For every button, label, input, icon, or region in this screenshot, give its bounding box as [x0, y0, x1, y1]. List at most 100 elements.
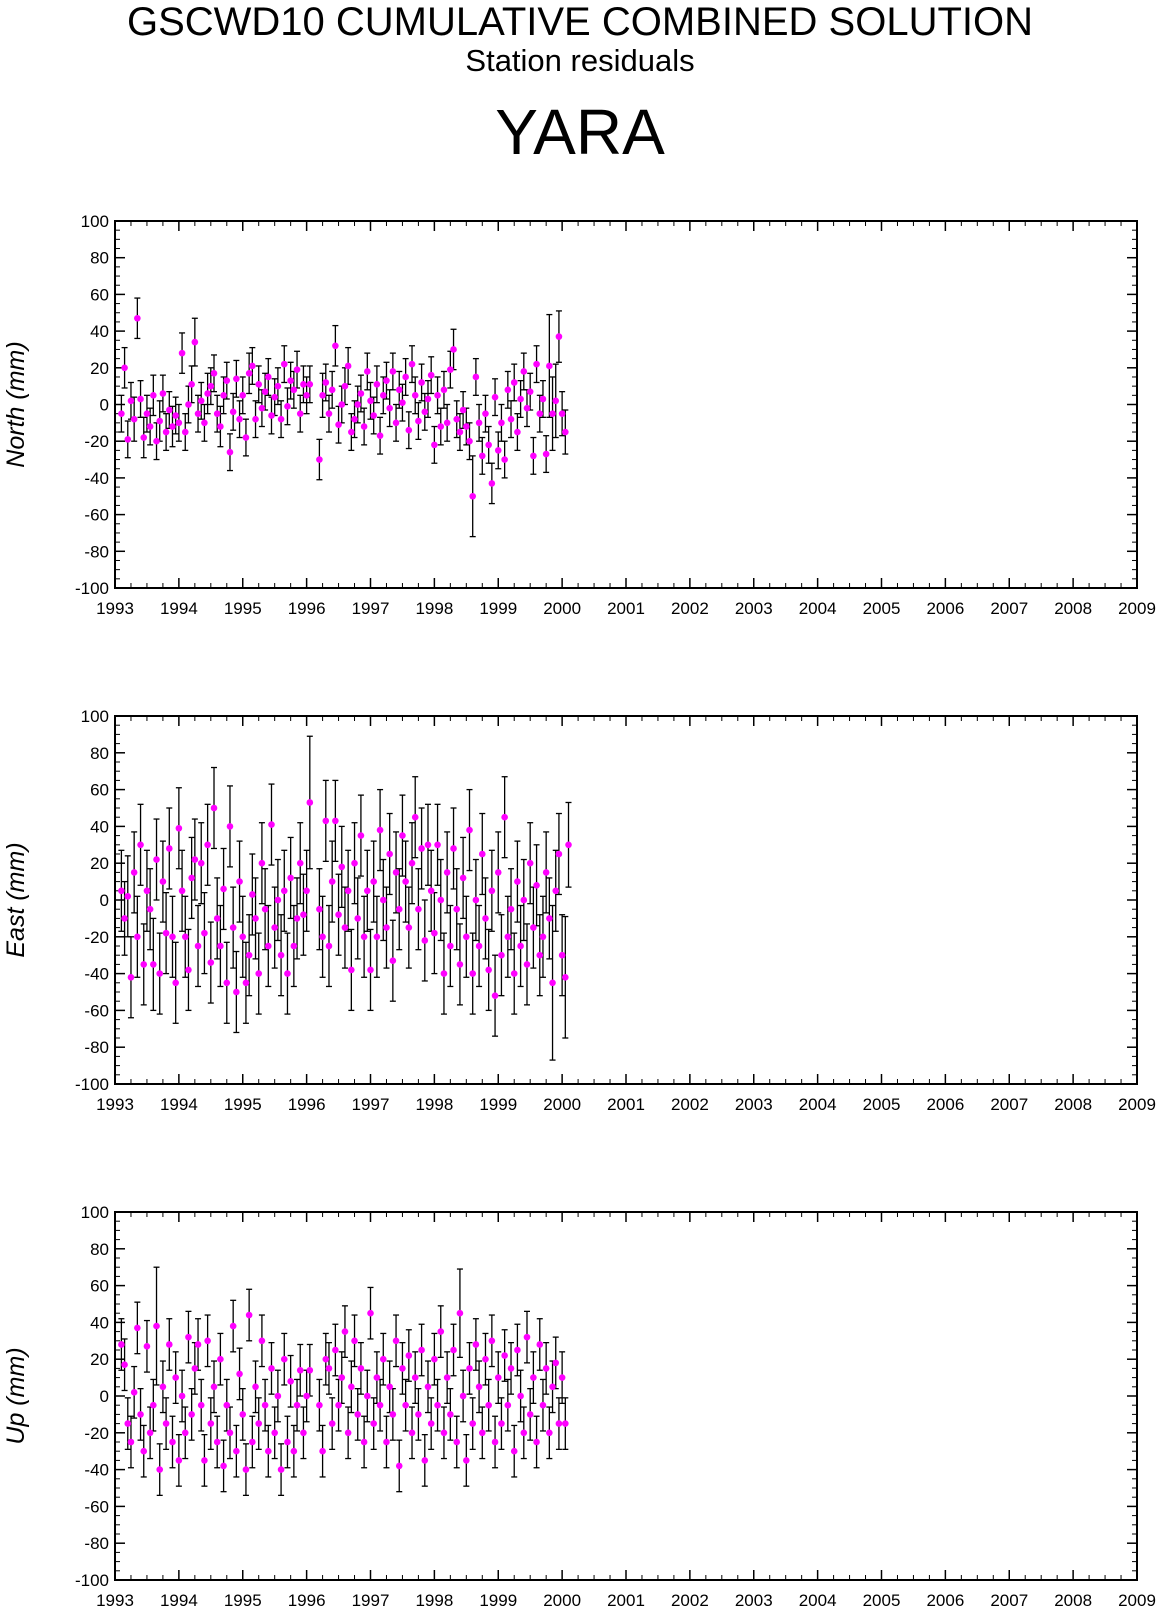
data-point [431, 441, 438, 449]
x-tick-label: 2000 [543, 1591, 581, 1610]
data-point [526, 388, 534, 395]
data-point [562, 973, 569, 981]
data-point [213, 1438, 221, 1446]
data-point [156, 417, 164, 425]
data-point [447, 1411, 454, 1418]
data-point [201, 1457, 208, 1464]
x-tick-label: 1999 [479, 1591, 517, 1610]
data-point [520, 896, 528, 904]
data-point [134, 314, 141, 322]
data-point [233, 375, 240, 383]
east-plot-frame [114, 715, 1138, 1085]
data-point [249, 1438, 256, 1446]
data-point [287, 874, 294, 882]
data-point [338, 401, 346, 408]
data-point [440, 1429, 448, 1437]
data-point [332, 817, 339, 825]
data-point [284, 403, 291, 410]
data-point [328, 878, 336, 885]
data-point [491, 393, 499, 401]
data-point [517, 1392, 524, 1400]
data-point [124, 436, 132, 443]
data-point [134, 933, 141, 941]
x-tick-label: 1993 [96, 1591, 134, 1610]
y-tick-label: 60 [90, 285, 109, 304]
data-point [411, 813, 419, 821]
x-tick-label: 1999 [479, 1095, 517, 1114]
data-point [459, 1392, 467, 1400]
data-point [434, 1401, 441, 1409]
data-point [316, 905, 323, 913]
data-point [395, 1462, 403, 1470]
y-tick-label: -40 [84, 1461, 109, 1480]
data-point [475, 942, 483, 950]
data-point [197, 1401, 205, 1409]
data-point [488, 1337, 496, 1345]
data-point [271, 924, 278, 931]
data-point [290, 1447, 298, 1455]
x-tick-label: 1994 [160, 599, 198, 618]
data-point [478, 850, 486, 858]
data-point [258, 859, 266, 867]
data-point [300, 1429, 307, 1437]
up-panel: 1993 1994 1995 1996 1997 1998 1999 2000 2001 2002… [2, 1203, 1156, 1610]
data-point [121, 915, 128, 922]
y-tick-label: -60 [84, 1497, 109, 1516]
data-point [431, 929, 438, 937]
data-point [341, 382, 349, 390]
data-point [443, 1374, 451, 1381]
data-point [306, 1366, 314, 1374]
data-point [172, 412, 179, 419]
data-point [229, 408, 237, 416]
data-point [188, 874, 195, 882]
data-point [437, 1328, 445, 1335]
data-point [469, 970, 477, 977]
data-point [140, 434, 148, 441]
data-point [399, 832, 406, 839]
data-point [466, 437, 473, 445]
data-point [482, 915, 489, 922]
data-point [274, 1392, 282, 1400]
data-point [233, 988, 240, 996]
data-point [482, 1355, 489, 1363]
data-point [472, 373, 480, 381]
data-point [344, 362, 352, 370]
data-point [415, 417, 422, 425]
data-point [530, 924, 537, 931]
data-point [514, 1346, 521, 1354]
data-point [236, 878, 243, 885]
data-point [175, 1457, 183, 1464]
x-tick-label: 1995 [224, 599, 262, 618]
data-point [447, 366, 454, 373]
x-tick-label: 2005 [863, 1095, 901, 1114]
x-tick-label: 2007 [990, 1095, 1028, 1114]
data-point [210, 1383, 218, 1391]
data-point [351, 415, 358, 423]
data-point [357, 1365, 365, 1372]
data-point [367, 397, 374, 405]
x-tick-label: 2002 [671, 599, 709, 618]
data-point [415, 1411, 422, 1418]
data-point [204, 390, 211, 397]
data-point [510, 1447, 518, 1455]
data-point [153, 856, 160, 863]
data-point [159, 1383, 167, 1391]
data-point [130, 415, 138, 423]
data-point [335, 421, 342, 428]
y-tick-label: -100 [75, 1075, 109, 1094]
data-point [424, 1383, 432, 1391]
data-point [523, 404, 531, 412]
y-tick-label: 0 [100, 1387, 109, 1406]
data-point [217, 423, 224, 430]
data-point [303, 887, 310, 895]
data-point [392, 419, 400, 427]
data-point [150, 961, 157, 968]
x-tick-label: 2005 [863, 599, 901, 618]
data-point [501, 1352, 508, 1359]
data-point [360, 1438, 368, 1446]
data-point [277, 415, 285, 423]
x-tick-label: 2001 [607, 1095, 645, 1114]
data-point [440, 970, 448, 977]
data-point [562, 428, 569, 436]
data-point [137, 395, 144, 403]
